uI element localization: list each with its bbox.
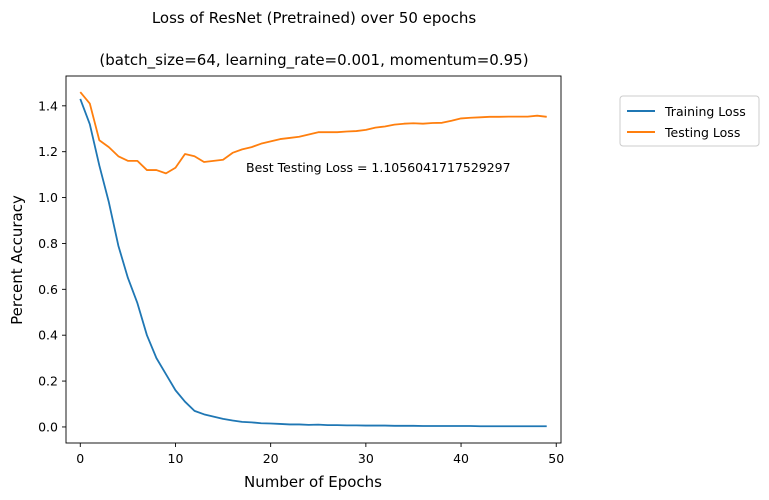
chart-subtitle: (batch_size=64, learning_rate=0.001, mom… xyxy=(99,51,528,70)
x-tick-label: 50 xyxy=(548,451,564,466)
legend-label-training: Training Loss xyxy=(664,104,746,119)
chart-title: Loss of ResNet (Pretrained) over 50 epoc… xyxy=(152,9,477,27)
x-axis: 0 10 20 30 40 50 xyxy=(76,443,564,466)
y-tick-label: 0.2 xyxy=(38,374,58,389)
x-tick-label: 40 xyxy=(453,451,469,466)
x-tick-label: 30 xyxy=(358,451,374,466)
y-tick-label: 0.4 xyxy=(38,328,58,343)
best-loss-annotation: Best Testing Loss = 1.1056041717529297 xyxy=(246,160,511,175)
x-tick-label: 0 xyxy=(76,451,84,466)
y-axis: 0.0 0.2 0.4 0.6 0.8 1.0 1.2 1.4 xyxy=(38,98,66,434)
x-tick-label: 20 xyxy=(263,451,279,466)
x-tick-label: 10 xyxy=(168,451,184,466)
legend-label-testing: Testing Loss xyxy=(664,125,740,140)
x-axis-label: Number of Epochs xyxy=(244,473,382,491)
y-tick-label: 0.6 xyxy=(38,282,58,297)
y-axis-label: Percent Accuracy xyxy=(8,195,26,325)
plot-frame xyxy=(65,75,562,444)
legend-box xyxy=(619,95,760,147)
y-tick-label: 1.4 xyxy=(38,98,58,113)
plot-area xyxy=(79,91,547,428)
series-line-training-loss xyxy=(79,98,547,428)
y-tick-label: 1.0 xyxy=(38,190,58,205)
series-line-testing-loss xyxy=(79,91,547,175)
y-tick-label: 0.8 xyxy=(38,236,58,251)
y-tick-label: 0.0 xyxy=(38,419,58,434)
legend: Training Loss Testing Loss xyxy=(619,95,760,147)
y-tick-label: 1.2 xyxy=(38,144,58,159)
